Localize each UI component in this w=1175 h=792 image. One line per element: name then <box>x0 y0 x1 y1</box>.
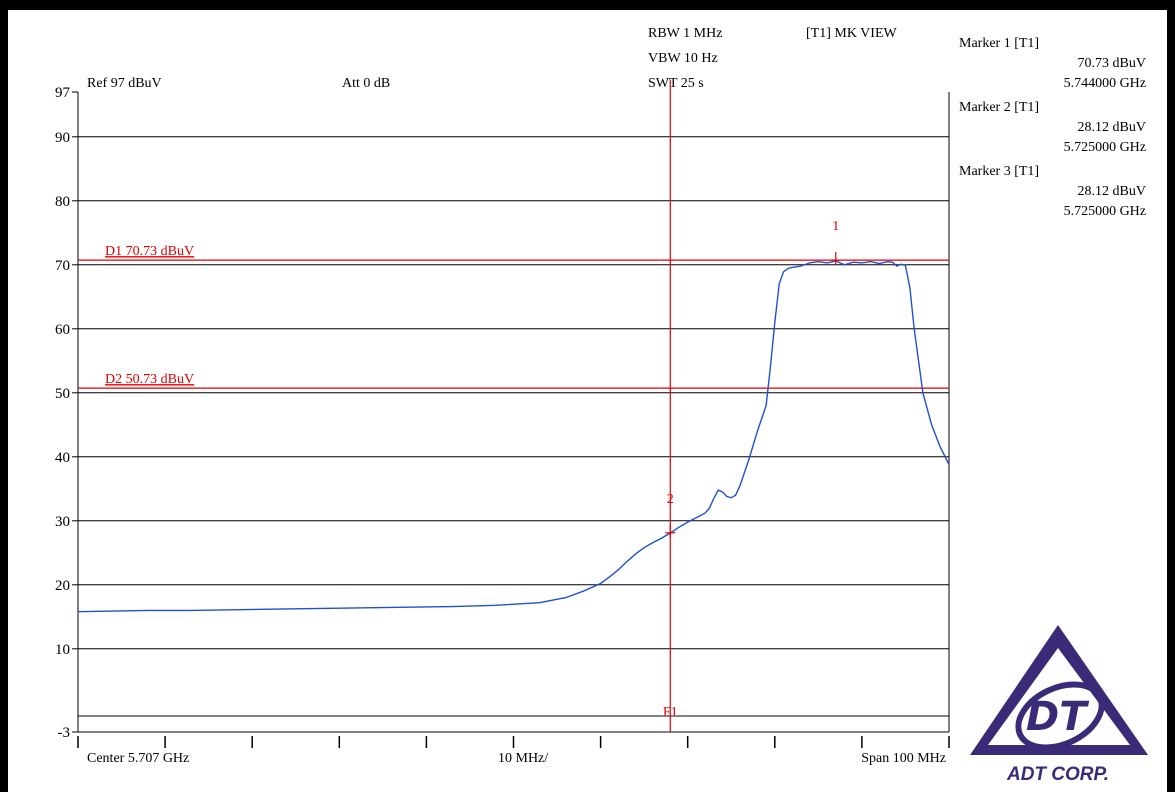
y-tick-label: 10 <box>55 642 70 658</box>
logo-ring <box>1015 681 1105 751</box>
vbw-label: VBW 10 Hz <box>648 51 718 66</box>
x-axis-ticks <box>77 736 950 748</box>
y-tick-label: 70 <box>55 258 70 274</box>
sweep-time-label: SWT 25 s <box>648 76 704 91</box>
logo-text: ADT CORP. <box>1006 764 1109 785</box>
marker-1-freq: 5.744000 GHz <box>1064 76 1146 91</box>
marker-3-label: Marker 3 [T1] <box>959 164 1039 179</box>
division-label: 10 MHz/ <box>498 751 548 766</box>
span-label: Span 100 MHz <box>861 751 946 766</box>
marker-layer: 12 <box>665 219 841 537</box>
y-tick-label: 20 <box>55 578 70 594</box>
y-tick-label: 40 <box>55 450 70 466</box>
y-tick-label: 50 <box>55 386 70 402</box>
view-mode-label: [T1] MK VIEW <box>806 26 898 41</box>
trace-layer <box>77 260 950 613</box>
marker-number-label: 2 <box>667 492 674 507</box>
grid-layer <box>77 92 950 733</box>
display-line-label: D1 70.73 dBuV <box>105 244 194 259</box>
rbw-label: RBW 1 MHz <box>648 26 722 41</box>
spectrum-chart: Ref 97 dBuV Att 0 dB RBW 1 MHz VBW 10 Hz… <box>55 26 1148 785</box>
marker-readout-panel: Marker 1 [T1] 70.73 dBuV 5.744000 GHz Ma… <box>959 36 1146 219</box>
ref-level-label: Ref 97 dBuV <box>87 76 162 91</box>
marker-3-level: 28.12 dBuV <box>1078 184 1146 199</box>
display-lines: D1 70.73 dBuV D2 50.73 dBuV <box>78 244 949 389</box>
y-tick-label: 90 <box>55 130 70 146</box>
y-tick-label: 80 <box>55 194 70 210</box>
y-axis-ticks: 97 90 80 70 60 50 40 30 20 10 -3 <box>55 85 78 741</box>
marker-number-label: 1 <box>832 219 839 234</box>
y-tick-label: -3 <box>58 725 71 741</box>
marker-2-level: 28.12 dBuV <box>1078 120 1146 135</box>
marker-1-label: Marker 1 [T1] <box>959 36 1039 51</box>
marker-2-label: Marker 2 [T1] <box>959 100 1039 115</box>
logo-monogram: DT <box>1026 694 1089 740</box>
marker-1-level: 70.73 dBuV <box>1078 56 1146 71</box>
marker-3-freq: 5.725000 GHz <box>1064 204 1146 219</box>
attenuation-label: Att 0 dB <box>342 76 390 91</box>
y-tick-label: 60 <box>55 322 70 338</box>
y-tick-label: 30 <box>55 514 70 530</box>
spectrum-trace <box>77 260 950 613</box>
center-frequency-label: Center 5.707 GHz <box>87 751 189 766</box>
plot-panel: Ref 97 dBuV Att 0 dB RBW 1 MHz VBW 10 Hz… <box>8 10 1167 792</box>
display-line-label: D2 50.73 dBuV <box>105 372 194 387</box>
frequency-line-label: F1 <box>663 705 678 720</box>
y-tick-label: 97 <box>55 85 71 101</box>
marker-2-freq: 5.725000 GHz <box>1064 140 1146 155</box>
frequency-line-layer: F1 <box>663 80 678 732</box>
adt-logo: DT ADT CORP. <box>970 625 1148 785</box>
